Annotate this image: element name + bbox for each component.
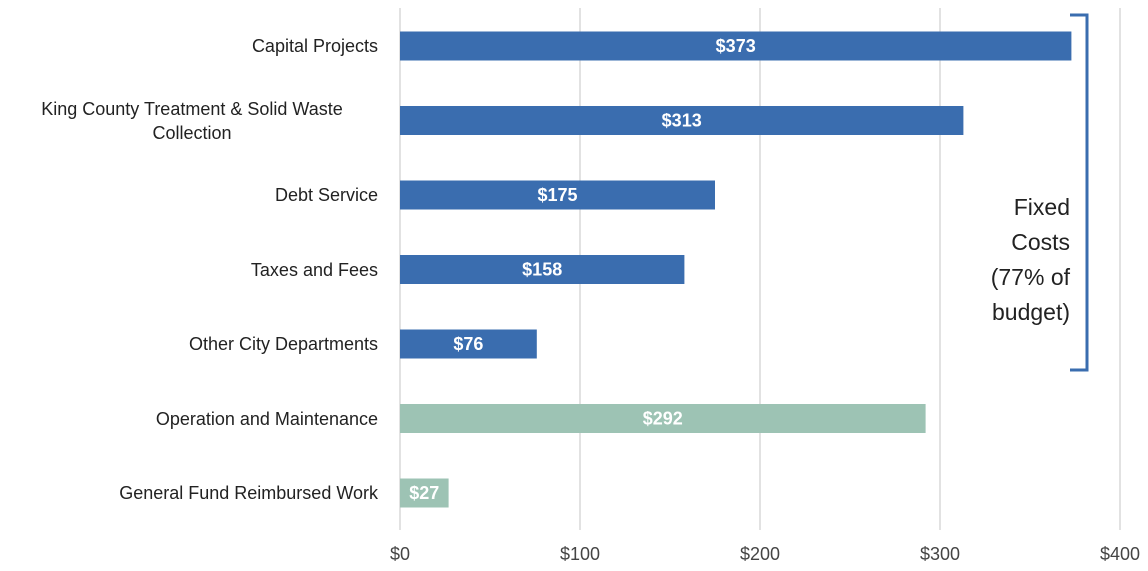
category-text: General Fund Reimbursed Work xyxy=(119,483,378,503)
x-tick-label: $100 xyxy=(560,544,600,564)
x-tick-label: $0 xyxy=(390,544,410,564)
bracket xyxy=(1070,13,1089,372)
data-label: $175 xyxy=(537,185,577,205)
y-tick-label: Debt Service xyxy=(6,183,378,207)
y-tick-label: Taxes and Fees xyxy=(6,258,378,282)
category-text: Taxes and Fees xyxy=(250,259,378,280)
y-tick-label: Operation and Maintenance xyxy=(6,407,378,431)
data-label: $313 xyxy=(662,110,702,130)
bar xyxy=(400,180,715,210)
data-label: $158 xyxy=(522,259,562,279)
y-tick-label: King County Treatment & Solid Waste Coll… xyxy=(6,97,378,145)
data-label: $292 xyxy=(643,408,683,428)
category-text: Other City Departments xyxy=(188,334,378,354)
y-tick-label: Other City Departments xyxy=(6,332,378,356)
x-tick-label: $400 xyxy=(1100,544,1140,564)
bar xyxy=(400,31,1072,61)
category-text: Debt Service xyxy=(274,185,378,205)
bar xyxy=(400,255,685,284)
category-text: King County Treatment & Solid Waste Coll… xyxy=(41,98,343,143)
x-tick-label: $200 xyxy=(740,544,780,564)
data-label: $76 xyxy=(453,334,483,354)
annotation: Fixed Costs (77% of budget) xyxy=(990,194,1070,325)
bar xyxy=(400,329,537,359)
category-text: Capital Projects xyxy=(251,36,378,56)
bar xyxy=(400,404,926,433)
x-tick-label: $300 xyxy=(920,544,960,564)
data-label: $373 xyxy=(716,36,756,56)
y-tick-label: Capital Projects xyxy=(6,34,378,58)
y-tick-label: General Fund Reimbursed Work xyxy=(6,481,378,505)
category-text: Operation and Maintenance xyxy=(155,408,378,429)
bar xyxy=(400,106,964,135)
data-label: $27 xyxy=(409,483,439,503)
bar xyxy=(400,478,449,508)
